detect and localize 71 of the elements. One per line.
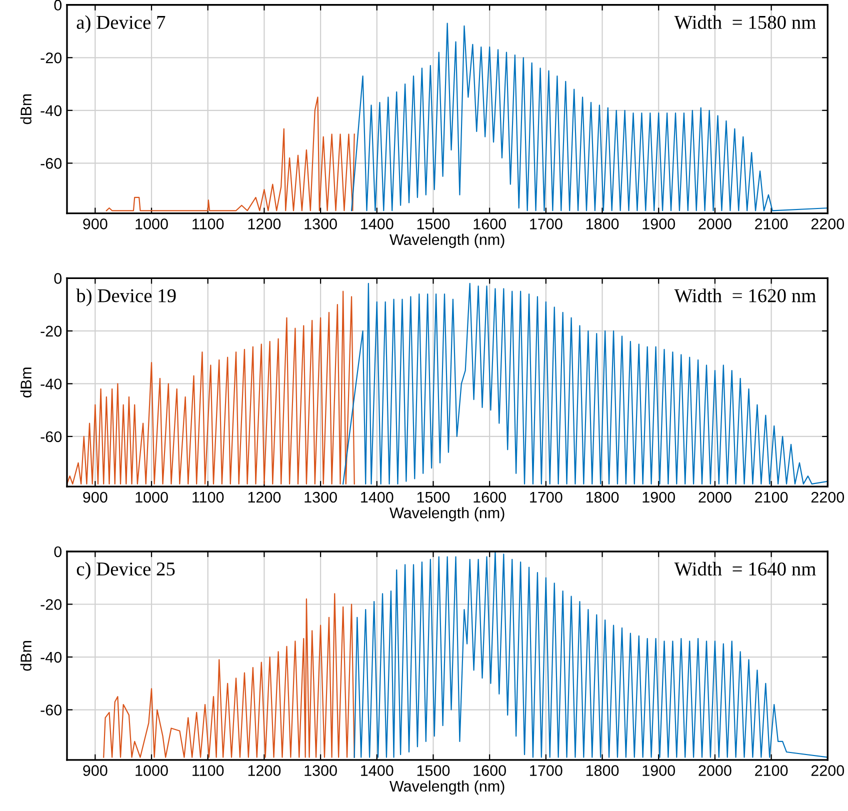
annotation: Width = 1580 nm	[674, 15, 816, 30]
x-tick-label: 2100	[755, 492, 788, 503]
y-tick-label: -20	[40, 326, 62, 337]
x-tick-label: 2200	[811, 492, 844, 503]
chart-title: a) Device 7	[76, 15, 166, 33]
x-tick-label: 1500	[417, 218, 450, 230]
x-tick-label: 1200	[248, 218, 281, 230]
line-series	[66, 290, 355, 485]
x-tick-label: 1100	[192, 218, 224, 230]
y-tick-label: 0	[54, 273, 62, 284]
x-tick-label: 900	[83, 492, 108, 503]
x-tick-label: 2000	[698, 765, 732, 776]
y-tick-label: -40	[40, 378, 62, 390]
x-tick-label: 1800	[586, 218, 619, 230]
y-tick-label: 0	[54, 546, 62, 558]
x-tick-label: 1800	[586, 765, 619, 776]
y-tick-label: -20	[40, 599, 62, 610]
annotation: Width = 1620 nm	[674, 288, 816, 302]
x-tick-label: 1600	[474, 492, 506, 503]
x-tick-label: 1300	[304, 218, 337, 230]
x-tick-label: 1900	[642, 218, 676, 230]
x-tick-label: 1000	[136, 218, 168, 230]
line-series	[103, 593, 355, 758]
x-axis-title: Wavelength (nm)	[390, 234, 504, 248]
x-tick-label: 2000	[698, 218, 732, 230]
x-tick-label: 900	[83, 218, 108, 230]
x-tick-label: 1500	[417, 765, 450, 776]
y-tick-label: -60	[40, 158, 62, 169]
x-tick-label: 1400	[361, 492, 394, 503]
x-tick-label: 1700	[530, 218, 562, 230]
x-tick-label: 1700	[530, 765, 562, 776]
line-series	[342, 282, 828, 485]
y-tick-label: 0	[54, 0, 62, 11]
x-tick-label: 1700	[530, 492, 562, 503]
x-tick-label: 1500	[417, 492, 450, 503]
x-tick-label: 1600	[474, 218, 506, 230]
x-tick-label: 2000	[698, 492, 732, 503]
annotation: Width = 1640 nm	[674, 562, 816, 576]
x-tick-label: 900	[83, 765, 108, 776]
x-tick-label: 1300	[304, 492, 337, 503]
chart-title: c) Device 25	[76, 562, 175, 580]
x-tick-label: 2200	[811, 765, 844, 776]
y-axis-title: dBm	[20, 368, 32, 398]
line-series	[106, 96, 355, 212]
x-tick-label: 1400	[361, 218, 394, 230]
x-tick-label: 1900	[642, 765, 676, 776]
y-tick-label: -60	[40, 431, 62, 442]
x-tick-label: 1100	[192, 765, 224, 776]
x-tick-label: 1200	[248, 492, 281, 503]
x-tick-label: 2100	[755, 218, 788, 230]
x-axis-title: Wavelength (nm)	[390, 507, 504, 522]
x-tick-label: 2100	[755, 765, 788, 776]
chart-title: b) Device 19	[76, 288, 176, 306]
y-tick-label: -40	[40, 652, 62, 663]
x-tick-label: 1400	[361, 765, 394, 776]
x-tick-label: 1600	[474, 765, 506, 776]
x-tick-label: 2200	[811, 218, 844, 230]
y-axis-title: dBm	[20, 640, 32, 671]
x-tick-label: 1900	[642, 492, 676, 503]
x-tick-label: 1100	[192, 492, 224, 503]
x-tick-label: 1300	[304, 765, 337, 776]
x-axis-title: Wavelength (nm)	[390, 780, 504, 795]
x-tick-label: 1000	[136, 492, 168, 503]
y-tick-label: -60	[40, 704, 62, 716]
y-axis-title: dBm	[20, 94, 32, 124]
y-tick-label: -20	[40, 52, 62, 64]
x-tick-label: 1000	[136, 765, 168, 776]
line-series	[354, 551, 828, 758]
x-tick-label: 1200	[248, 765, 281, 776]
y-tick-label: -40	[40, 105, 62, 116]
x-tick-label: 1800	[586, 492, 619, 503]
